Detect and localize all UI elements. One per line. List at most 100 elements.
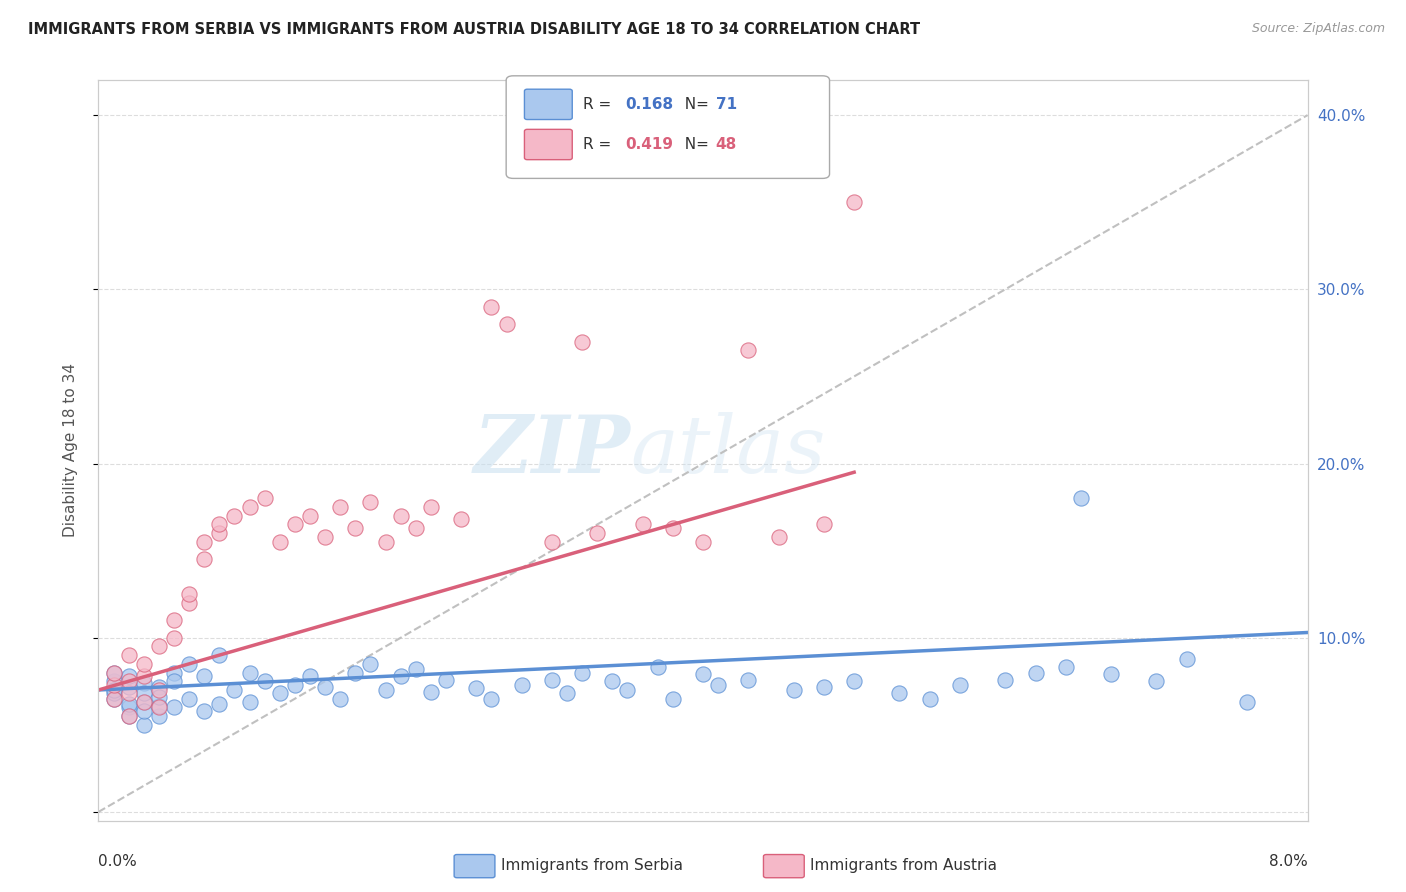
- Point: [253, 491, 276, 506]
- Point: [193, 669, 215, 683]
- Point: [118, 709, 141, 723]
- Point: [571, 665, 593, 680]
- Point: [1070, 491, 1092, 506]
- Text: Immigrants from Austria: Immigrants from Austria: [810, 858, 997, 872]
- Point: [208, 648, 231, 662]
- Point: [495, 317, 517, 331]
- Point: [314, 680, 336, 694]
- Point: [555, 686, 578, 700]
- Point: [148, 640, 170, 654]
- Text: ZIP: ZIP: [474, 412, 630, 489]
- Point: [374, 683, 396, 698]
- Point: [707, 678, 730, 692]
- Point: [179, 657, 201, 671]
- Point: [132, 718, 155, 732]
- Point: [224, 683, 246, 698]
- Point: [132, 669, 155, 683]
- Point: [844, 195, 866, 210]
- Point: [540, 673, 562, 687]
- Point: [148, 709, 170, 723]
- Point: [1146, 674, 1168, 689]
- Point: [1099, 667, 1122, 681]
- Text: Source: ZipAtlas.com: Source: ZipAtlas.com: [1251, 22, 1385, 36]
- Point: [540, 535, 562, 549]
- Point: [118, 709, 141, 723]
- Point: [813, 517, 835, 532]
- Text: atlas: atlas: [630, 412, 825, 489]
- Point: [103, 665, 125, 680]
- Point: [179, 691, 201, 706]
- Point: [889, 686, 911, 700]
- Point: [163, 674, 186, 689]
- Point: [239, 665, 262, 680]
- Point: [1054, 660, 1077, 674]
- Point: [148, 683, 170, 698]
- Point: [284, 517, 307, 532]
- Point: [118, 697, 141, 711]
- Point: [208, 526, 231, 541]
- Point: [163, 631, 186, 645]
- Point: [1025, 665, 1047, 680]
- Point: [949, 678, 972, 692]
- Point: [360, 495, 382, 509]
- Point: [1236, 695, 1258, 709]
- Point: [118, 700, 141, 714]
- Point: [253, 674, 276, 689]
- Point: [103, 691, 125, 706]
- Point: [118, 669, 141, 683]
- Point: [465, 681, 488, 696]
- Point: [344, 665, 367, 680]
- Point: [132, 686, 155, 700]
- Point: [163, 700, 186, 714]
- Point: [103, 678, 125, 692]
- Text: R =: R =: [583, 137, 617, 152]
- Text: IMMIGRANTS FROM SERBIA VS IMMIGRANTS FROM AUSTRIA DISABILITY AGE 18 TO 34 CORREL: IMMIGRANTS FROM SERBIA VS IMMIGRANTS FRO…: [28, 22, 921, 37]
- Point: [239, 695, 262, 709]
- Point: [284, 678, 307, 692]
- Point: [193, 704, 215, 718]
- Text: N=: N=: [675, 137, 714, 152]
- Point: [299, 669, 322, 683]
- Point: [269, 686, 291, 700]
- Text: N=: N=: [675, 97, 714, 112]
- Point: [692, 535, 714, 549]
- Point: [103, 686, 125, 700]
- Point: [148, 690, 170, 704]
- Point: [132, 676, 155, 690]
- Point: [737, 673, 759, 687]
- Point: [208, 697, 231, 711]
- Point: [813, 680, 835, 694]
- Point: [647, 660, 669, 674]
- Point: [420, 684, 443, 698]
- Point: [179, 596, 201, 610]
- Point: [405, 662, 427, 676]
- Point: [616, 683, 638, 698]
- Point: [450, 512, 472, 526]
- Point: [783, 683, 806, 698]
- Point: [103, 665, 125, 680]
- Point: [224, 508, 246, 523]
- Point: [239, 500, 262, 514]
- Point: [602, 674, 624, 689]
- Text: 8.0%: 8.0%: [1268, 854, 1308, 869]
- Point: [179, 587, 201, 601]
- Point: [148, 700, 170, 714]
- Point: [132, 704, 155, 718]
- Point: [132, 695, 155, 709]
- Point: [661, 691, 683, 706]
- Point: [481, 300, 503, 314]
- Point: [360, 657, 382, 671]
- Point: [510, 678, 533, 692]
- Point: [118, 686, 141, 700]
- Point: [148, 680, 170, 694]
- Point: [103, 683, 125, 698]
- Text: 0.0%: 0.0%: [98, 854, 138, 869]
- Text: R =: R =: [583, 97, 617, 112]
- Point: [918, 691, 941, 706]
- Point: [132, 695, 155, 709]
- Point: [1175, 651, 1198, 665]
- Point: [737, 343, 759, 358]
- Point: [148, 698, 170, 713]
- Point: [571, 334, 593, 349]
- Point: [103, 691, 125, 706]
